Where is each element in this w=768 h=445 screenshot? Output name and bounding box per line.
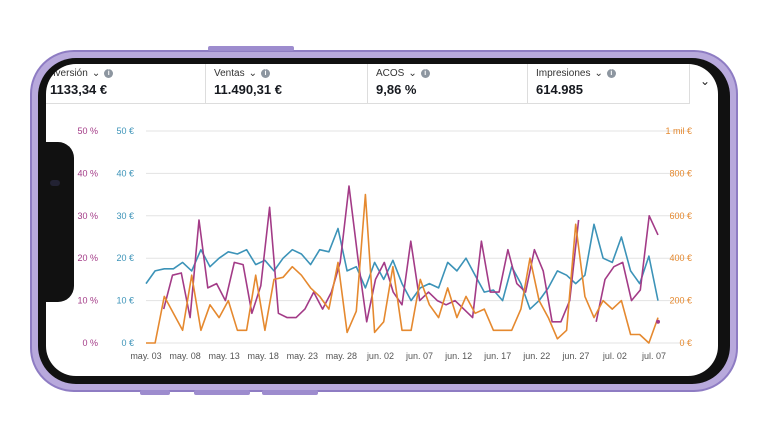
x-tick: may. 13 [208,351,239,361]
y-right-tick: 200 € [669,296,692,306]
metrics-bar: nversión ⌄ i 1133,34 € Ventas ⌄ i 11.490,31 … [46,64,718,104]
y-left-euro-tick: 30 € [116,211,134,221]
y-left-percent-tick: 50 % [77,126,98,136]
info-icon[interactable]: i [420,69,430,78]
y-left-euro-tick: 10 € [116,296,134,306]
info-icon[interactable]: i [104,69,114,78]
y-right-tick: 1 mil € [665,126,692,136]
x-tick: jun. 02 [366,351,394,361]
series-line-3 [146,193,659,344]
x-tick: may. 23 [287,351,318,361]
metric-value: 1133,34 € [50,82,108,97]
chevron-down-icon[interactable]: ⌄ [91,68,101,79]
chevron-down-icon[interactable]: ⌄ [594,68,603,79]
phone-side-button-bottom-3 [262,390,318,395]
y-right-tick: 800 € [669,168,692,178]
y-left-percent-tick: 40 % [77,168,98,178]
y-right-tick: 400 € [669,253,692,263]
y-left-euro-tick: 40 € [116,168,134,178]
y-left-euro-tick: 20 € [116,253,134,263]
metric-acos[interactable]: ACOS ⌄ i 9,86 % [368,64,528,104]
series-line-2 [162,185,659,323]
metric-impresiones[interactable]: Impresiones ⌄ i 614.985 [528,64,690,104]
phone-notch [38,142,74,302]
phone-side-button-bottom-1 [140,390,170,395]
y-left-percent-tick: 20 % [77,253,98,263]
y-left-percent-tick: 30 % [77,211,98,221]
y-right-tick: 600 € [669,211,692,221]
expand-chevron-icon[interactable]: ⌄ [699,74,710,88]
metric-label: Ventas [214,68,245,79]
y-left-euro-tick: 0 € [121,338,134,348]
y-right-tick: 0 € [679,338,692,348]
chevron-down-icon[interactable]: ⌄ [248,68,257,79]
phone-side-button-top [208,46,294,51]
metric-label: nversión [50,68,88,79]
metric-ventas[interactable]: Ventas ⌄ i 11.490,31 € [206,64,368,104]
x-tick: may. 03 [130,351,161,361]
x-tick: jun. 22 [522,351,550,361]
x-tick: jun. 07 [405,351,433,361]
info-icon[interactable]: i [260,69,270,78]
y-left-percent-tick: 10 % [77,296,98,306]
info-icon[interactable]: i [606,69,616,78]
camera-icon [50,180,60,186]
screen: nversión ⌄ i 1133,34 € Ventas ⌄ i 11.490,31 … [46,64,718,376]
metric-label: Impresiones [536,68,591,79]
series-end-marker [656,319,660,324]
line-chart: 0 % 0 € 0 € 10 % 10 € 200 € 20 % 20 € 400 € 30 % 3… [77,126,692,361]
x-tick: may. 18 [248,351,279,361]
metric-value: 11.490,31 € [214,82,282,97]
y-left-percent-tick: 0 % [82,338,98,348]
x-tick: jun. 12 [444,351,472,361]
phone-side-button-bottom-2 [194,390,250,395]
y-left-euro-tick: 50 € [116,126,134,136]
metric-value: 9,86 % [376,82,417,97]
x-tick: may. 28 [326,351,357,361]
chevron-down-icon[interactable]: ⌄ [408,68,417,79]
x-tick: jun. 17 [483,351,511,361]
metric-label: ACOS [376,68,405,79]
x-tick: may. 08 [169,351,200,361]
metric-value: 614.985 [536,82,583,97]
x-tick: jul. 02 [602,351,627,361]
x-tick: jun. 27 [561,351,589,361]
metric-inversion[interactable]: nversión ⌄ i 1133,34 € [46,64,206,104]
x-tick: jul. 07 [641,351,666,361]
